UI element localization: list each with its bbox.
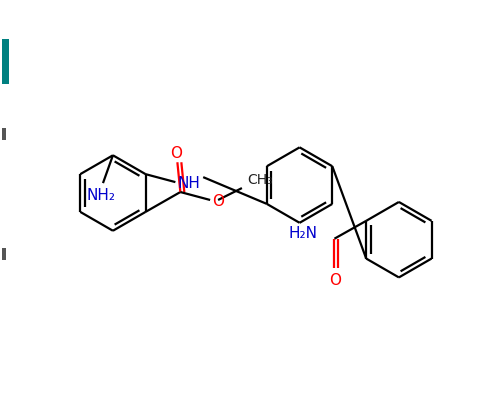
Text: CH₃: CH₃ <box>246 173 272 187</box>
Text: NH: NH <box>178 176 200 191</box>
Bar <box>2 248 6 259</box>
Text: O: O <box>329 273 341 288</box>
Bar <box>2 39 9 84</box>
Text: O: O <box>212 195 224 209</box>
Bar <box>2 129 6 140</box>
Text: NH₂: NH₂ <box>86 187 115 202</box>
Text: H₂N: H₂N <box>287 226 317 241</box>
Text: O: O <box>170 146 182 161</box>
